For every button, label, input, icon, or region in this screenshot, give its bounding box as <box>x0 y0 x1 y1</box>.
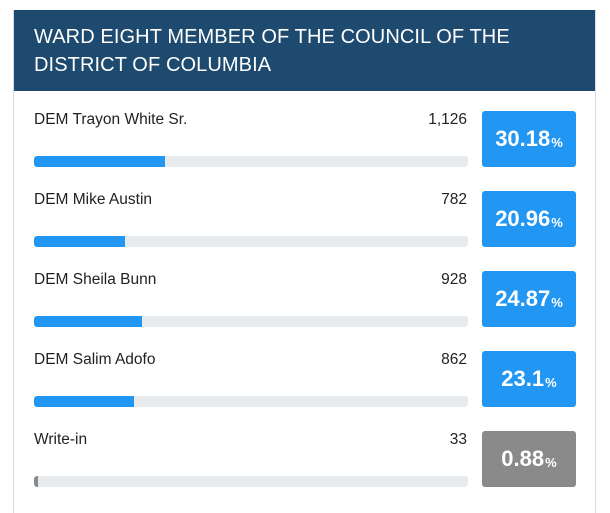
percent-value: 24.87 <box>495 286 551 311</box>
vote-count: 928 <box>441 271 467 288</box>
contest-title: WARD EIGHT MEMBER OF THE COUNCIL OF THE … <box>14 10 595 91</box>
percent-unit: % <box>551 294 563 310</box>
candidate-row: DEM Salim Adofo 862 23.1% <box>14 331 595 411</box>
candidate-name: DEM Sheila Bunn <box>34 271 157 288</box>
percent-unit: % <box>545 454 557 470</box>
percent-unit: % <box>551 134 563 150</box>
percent-unit: % <box>551 214 563 230</box>
percent-badge: 24.87% <box>482 271 576 327</box>
candidate-name: DEM Trayon White Sr. <box>34 111 188 128</box>
vote-share-bar <box>34 156 468 167</box>
percent-value: 20.96 <box>495 206 551 231</box>
vote-count: 1,126 <box>428 111 467 128</box>
vote-share-fill <box>34 236 125 247</box>
vote-count: 33 <box>449 431 467 448</box>
vote-count: 782 <box>441 191 467 208</box>
vote-share-fill <box>34 156 165 167</box>
vote-count: 862 <box>441 351 467 368</box>
percent-unit: % <box>545 374 557 390</box>
vote-share-fill <box>34 396 135 407</box>
percent-badge: 0.88% <box>482 431 576 487</box>
percent-badge: 23.1% <box>482 351 576 407</box>
vote-share-fill <box>34 316 142 327</box>
percent-value: 0.88 <box>501 446 545 471</box>
vote-share-bar <box>34 316 468 327</box>
percent-value: 30.18 <box>495 126 551 151</box>
percent-badge: 20.96% <box>482 191 576 247</box>
percent-badge: 30.18% <box>482 111 576 167</box>
candidate-name: DEM Salim Adofo <box>34 351 156 368</box>
vote-share-fill <box>34 476 39 487</box>
vote-share-bar <box>34 476 468 487</box>
vote-share-bar <box>34 236 468 247</box>
candidate-row: DEM Mike Austin 782 20.96% <box>14 171 595 251</box>
results-card: WARD EIGHT MEMBER OF THE COUNCIL OF THE … <box>13 10 596 513</box>
candidate-name: DEM Mike Austin <box>34 191 153 208</box>
vote-share-bar <box>34 396 468 407</box>
percent-value: 23.1 <box>501 366 545 391</box>
candidate-row: DEM Sheila Bunn 928 24.87% <box>14 251 595 331</box>
candidate-row: Write-in 33 0.88% <box>14 411 595 491</box>
candidate-row: DEM Trayon White Sr. 1,126 30.18% <box>14 91 595 171</box>
candidate-name: Write-in <box>34 431 88 448</box>
